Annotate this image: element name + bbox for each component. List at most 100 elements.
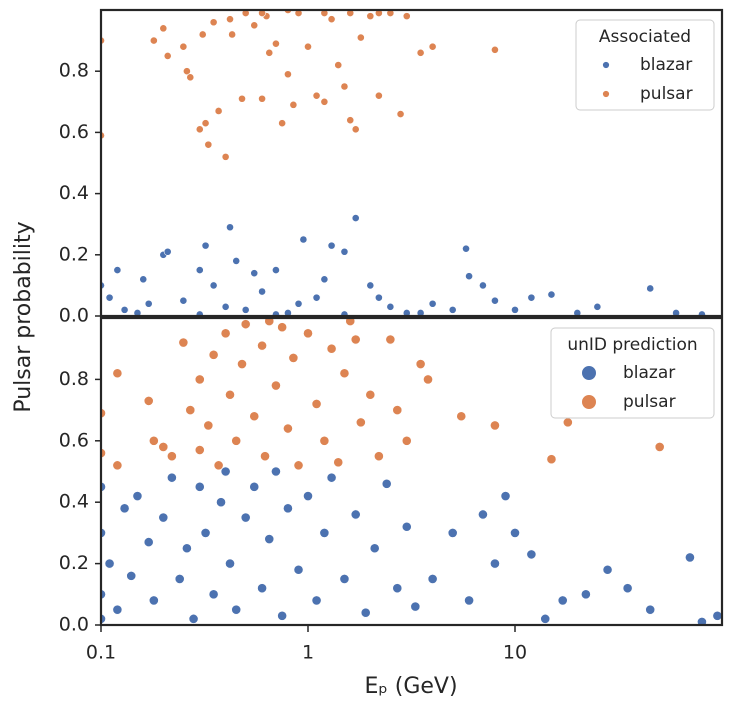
point bbox=[546, 454, 557, 465]
point bbox=[126, 570, 137, 581]
point bbox=[396, 110, 405, 118]
point bbox=[622, 583, 633, 594]
point bbox=[320, 275, 329, 284]
legend-label: blazar bbox=[623, 363, 675, 383]
plot-area bbox=[101, 10, 706, 316]
point bbox=[327, 241, 336, 250]
point bbox=[410, 601, 421, 612]
point bbox=[697, 617, 707, 625]
point bbox=[401, 521, 412, 532]
point bbox=[181, 543, 192, 554]
y-tick-label: 0.0 bbox=[59, 305, 89, 327]
point bbox=[416, 48, 425, 57]
point bbox=[208, 589, 219, 600]
point bbox=[374, 293, 383, 302]
point bbox=[333, 457, 344, 468]
point bbox=[289, 100, 298, 109]
point bbox=[423, 374, 433, 385]
point bbox=[294, 299, 303, 308]
x-tick-label: 0.1 bbox=[86, 642, 116, 664]
point bbox=[228, 30, 237, 39]
point bbox=[277, 610, 288, 621]
y-tick-label: 0.4 bbox=[59, 182, 89, 204]
point bbox=[547, 290, 556, 299]
point bbox=[319, 435, 330, 446]
point bbox=[345, 318, 356, 326]
point bbox=[456, 411, 467, 422]
point bbox=[226, 223, 234, 232]
point bbox=[415, 359, 426, 369]
point bbox=[402, 309, 411, 316]
point bbox=[158, 442, 169, 452]
point bbox=[304, 42, 312, 51]
point bbox=[105, 293, 114, 302]
point bbox=[195, 266, 204, 274]
point bbox=[350, 509, 361, 520]
legend-marker bbox=[601, 60, 611, 70]
point bbox=[392, 583, 403, 594]
point bbox=[312, 293, 321, 302]
y-tick-label: 0.6 bbox=[59, 121, 89, 143]
point bbox=[120, 305, 129, 314]
point bbox=[231, 435, 242, 446]
point bbox=[319, 528, 330, 538]
point bbox=[249, 481, 260, 492]
point bbox=[462, 244, 470, 253]
point bbox=[185, 405, 196, 415]
point bbox=[381, 478, 392, 489]
point bbox=[272, 266, 280, 274]
point bbox=[112, 368, 123, 379]
point bbox=[294, 10, 303, 17]
point bbox=[221, 302, 230, 311]
point bbox=[374, 10, 383, 17]
point bbox=[258, 287, 266, 296]
point bbox=[593, 302, 602, 311]
point bbox=[237, 359, 247, 369]
point bbox=[326, 343, 337, 354]
point bbox=[272, 310, 280, 316]
point bbox=[557, 595, 568, 606]
point bbox=[272, 39, 280, 48]
legend-label: pulsar bbox=[623, 392, 676, 412]
point bbox=[645, 604, 656, 615]
point bbox=[195, 310, 204, 316]
point bbox=[283, 503, 293, 514]
point bbox=[562, 417, 573, 428]
point bbox=[241, 10, 250, 17]
point bbox=[133, 309, 142, 316]
point bbox=[293, 460, 304, 471]
point bbox=[143, 537, 154, 548]
point bbox=[351, 214, 360, 222]
point bbox=[392, 405, 403, 415]
point bbox=[113, 266, 122, 274]
point bbox=[500, 491, 511, 501]
point bbox=[149, 36, 158, 45]
point bbox=[465, 272, 473, 281]
point bbox=[573, 309, 582, 316]
point bbox=[209, 18, 218, 27]
point bbox=[231, 604, 242, 615]
point bbox=[374, 91, 383, 100]
point bbox=[249, 411, 260, 422]
point bbox=[334, 61, 343, 69]
point bbox=[220, 328, 231, 339]
point bbox=[646, 284, 655, 293]
axes-frame bbox=[99, 8, 724, 318]
point bbox=[265, 48, 274, 57]
point bbox=[194, 445, 205, 455]
point bbox=[491, 45, 499, 54]
point bbox=[104, 558, 115, 569]
point bbox=[277, 322, 288, 333]
point bbox=[293, 564, 304, 575]
point bbox=[143, 395, 154, 406]
y-axis-label: Pulsar probability bbox=[11, 221, 36, 412]
point bbox=[369, 543, 380, 554]
point bbox=[698, 310, 706, 316]
point bbox=[447, 528, 458, 538]
point bbox=[250, 269, 259, 278]
point bbox=[386, 10, 395, 17]
x-axis-label: Eₚ (GeV) bbox=[364, 674, 457, 699]
point bbox=[478, 509, 488, 520]
point bbox=[510, 528, 520, 538]
point bbox=[350, 334, 361, 345]
